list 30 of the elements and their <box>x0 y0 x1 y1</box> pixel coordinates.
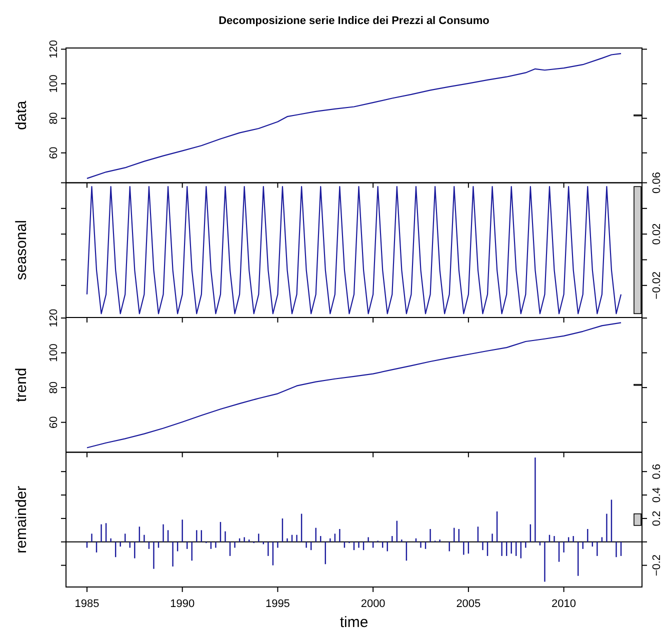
line-series <box>86 186 622 314</box>
y-tick-label: 60 <box>48 146 60 159</box>
x-tick-label: 2005 <box>456 598 481 610</box>
y-tick-label: 120 <box>48 40 60 58</box>
x-axis-title: time <box>340 614 368 631</box>
y2-tick-label: 0.6 <box>651 464 663 480</box>
x-tick-label: 1995 <box>265 598 290 610</box>
y-axis-title: data <box>13 100 30 130</box>
x-tick-label: 1985 <box>74 598 100 610</box>
y2-tick-label: 0.4 <box>651 487 663 503</box>
y-tick-label: 0.06 <box>651 172 663 194</box>
x-tick-label: 2000 <box>360 598 386 610</box>
y-axis-title: seasonal <box>13 220 30 280</box>
y2-tick-label: 0.2 <box>651 510 663 526</box>
y-axis-title: remainder <box>13 486 30 554</box>
y-axis-title: trend <box>13 368 30 402</box>
x-tick-label: 2010 <box>552 598 576 610</box>
line-series <box>86 322 622 448</box>
y-tick-label: 80 <box>48 381 60 394</box>
y-tick-label: −0.02 <box>651 271 663 300</box>
chart-title: Decomposizione serie Indice dei Prezzi al Consumo <box>218 15 490 27</box>
y-tick-label: 100 <box>48 74 60 93</box>
y-tick-label: 80 <box>48 112 60 124</box>
y-tick-label: 120 <box>48 308 60 328</box>
y-tick-label: 60 <box>48 416 60 428</box>
line-series <box>86 52 622 179</box>
y-tick-label: 100 <box>48 344 60 362</box>
y2-tick-label: −0.2 <box>651 554 663 576</box>
x-tick-label: 1990 <box>170 598 195 610</box>
y-tick-label: 0.02 <box>651 223 663 245</box>
